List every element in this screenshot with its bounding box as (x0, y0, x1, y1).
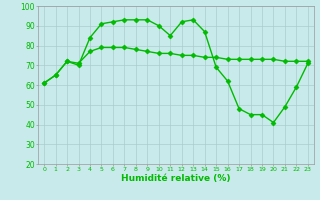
X-axis label: Humidité relative (%): Humidité relative (%) (121, 174, 231, 183)
